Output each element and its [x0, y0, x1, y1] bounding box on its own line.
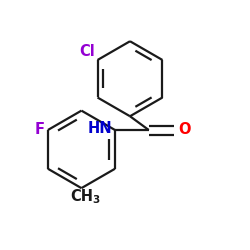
Text: O: O	[178, 122, 191, 138]
Text: HN: HN	[88, 121, 112, 136]
Text: 3: 3	[92, 195, 99, 205]
Text: Cl: Cl	[79, 44, 95, 59]
Text: CH: CH	[70, 190, 93, 204]
Text: F: F	[34, 122, 44, 138]
